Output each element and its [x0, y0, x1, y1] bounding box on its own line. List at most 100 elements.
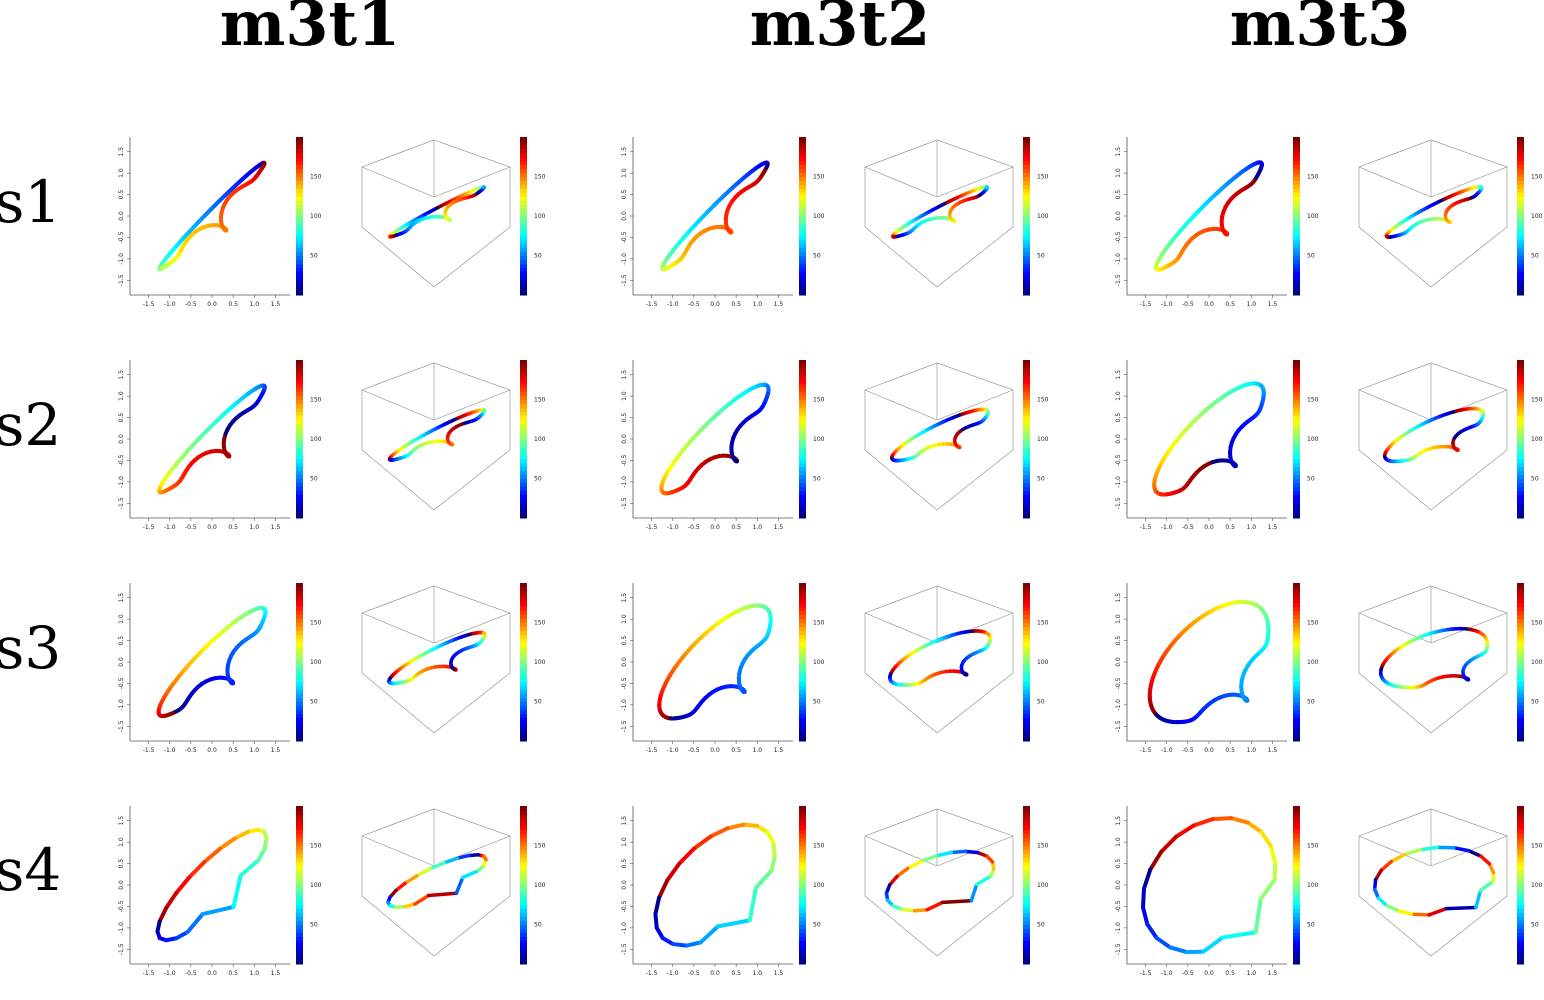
- colorbar-step: [1517, 474, 1524, 479]
- colorbar-step: [1293, 231, 1300, 237]
- colorbar-step: [296, 367, 303, 373]
- panel-2d: -1.5 -1.0 -0.5 0.0 0.5 1.0 1.5 -1.5 -1.0 -0.5 0.0 0…: [621, 137, 793, 308]
- colorbar-step: [1293, 279, 1300, 284]
- x-tick-label: 1.5: [1268, 301, 1278, 308]
- colorbar-label: 100: [1037, 882, 1049, 889]
- colorbar-label: 100: [1037, 213, 1049, 220]
- x-tick-label: 1.0: [753, 301, 763, 308]
- colorbar-step: [1293, 360, 1300, 365]
- panel-s4-m3t2: -1.5 -1.0 -0.5 0.0 0.5 1.0 1.5 -1.5 -1.0 -0.5 0.0 0…: [621, 806, 1049, 977]
- colorbar-step: [799, 956, 806, 961]
- colorbar-step: [1023, 419, 1030, 424]
- colorbar-step: [1293, 291, 1300, 296]
- y-tick-label: 0.5: [118, 636, 125, 646]
- colorbar-step: [1023, 454, 1030, 460]
- colorbar-step: [799, 239, 806, 245]
- colorbar-step: [1517, 212, 1524, 217]
- colorbar-step: [520, 255, 527, 260]
- colorbar-step: [296, 271, 303, 276]
- colorbar-step: [520, 176, 527, 181]
- x-tick-label: 1.5: [1268, 747, 1278, 754]
- colorbar-step: [1293, 610, 1300, 616]
- colorbar-label: 100: [534, 659, 546, 666]
- colorbar-2d: 50 100 150: [296, 360, 322, 519]
- colorbar-step: [1023, 892, 1030, 898]
- colorbar-label: 150: [1307, 843, 1319, 850]
- colorbar-step: [1293, 192, 1300, 197]
- panel-s3-m3t3: -1.5 -1.0 -0.5 0.0 0.5 1.0 1.5 -1.5 -1.0 -0.5 0.0 0…: [1115, 583, 1543, 754]
- colorbar-step: [1293, 685, 1300, 691]
- colorbar-step: [1517, 375, 1524, 381]
- colorbar-step: [520, 431, 527, 436]
- x-tick-label: 1.0: [753, 524, 763, 531]
- colorbar-step: [1293, 583, 1300, 588]
- colorbar-step: [1517, 462, 1524, 468]
- colorbar-step: [799, 658, 806, 663]
- colorbar-step: [520, 944, 527, 949]
- colorbar-3d: 50 100 150: [1517, 806, 1543, 965]
- colorbar-step: [1293, 697, 1300, 702]
- colorbar-step: [520, 705, 527, 710]
- y-tick-label: 0.0: [1115, 211, 1122, 221]
- colorbar-step: [520, 892, 527, 898]
- colorbar-step: [799, 817, 806, 823]
- curve-segment-3d: [1397, 909, 1417, 917]
- colorbar-step: [799, 216, 806, 221]
- colorbar-step: [520, 486, 527, 491]
- colorbar-step: [520, 638, 527, 643]
- curve-segment-3d: [1418, 845, 1439, 852]
- y-tick-label: -1.5: [118, 497, 125, 509]
- colorbar-step: [1293, 825, 1300, 831]
- curve-segment: [1174, 823, 1196, 839]
- colorbar-step: [1293, 594, 1300, 600]
- colorbar-step: [296, 403, 303, 408]
- colorbar-step: [799, 689, 806, 695]
- colorbar-step: [1023, 208, 1030, 213]
- x-tick-label: -0.5: [1182, 970, 1194, 977]
- colorbar-step: [296, 737, 303, 742]
- colorbar-step: [1023, 654, 1030, 659]
- colorbar-step: [520, 204, 527, 209]
- colorbar-step: [296, 148, 303, 154]
- x-tick-label: 1.5: [774, 524, 784, 531]
- colorbar-step: [1023, 450, 1030, 456]
- colorbar-3d: 50 100 150: [520, 806, 546, 965]
- colorbar-step: [1517, 877, 1524, 882]
- colorbar-label: 150: [1037, 397, 1049, 404]
- colorbar-step: [520, 283, 527, 288]
- colorbar-step: [1517, 681, 1524, 687]
- cube-frame: [1358, 585, 1508, 734]
- colorbar-step: [296, 474, 303, 479]
- colorbar-step: [520, 837, 527, 843]
- curve-segment: [232, 829, 250, 841]
- panel-3d: [1358, 139, 1508, 288]
- colorbar-step: [1517, 829, 1524, 835]
- colorbar-step: [1517, 291, 1524, 296]
- colorbar-step: [799, 713, 806, 718]
- colorbar-step: [296, 192, 303, 197]
- colorbar-step: [1023, 841, 1030, 846]
- colorbar-step: [1023, 829, 1030, 835]
- curve-segment: [164, 890, 179, 911]
- colorbar-step: [1023, 379, 1030, 385]
- colorbar-step: [1293, 494, 1300, 499]
- colorbar-step: [1023, 279, 1030, 284]
- colorbar-step: [1517, 160, 1524, 166]
- colorbar-step: [520, 717, 527, 722]
- y-tick-label: 0.0: [621, 211, 628, 221]
- colorbar-step: [1517, 283, 1524, 288]
- colorbar-step: [1517, 693, 1524, 699]
- colorbar-step: [1517, 602, 1524, 608]
- panel-2d: -1.5 -1.0 -0.5 0.0 0.5 1.0 1.5 -1.5 -1.0 -0.5 0.0 0…: [1115, 137, 1287, 308]
- colorbar-step: [520, 490, 527, 495]
- colorbar-step: [1517, 514, 1524, 519]
- colorbar-step: [1517, 255, 1524, 260]
- colorbar-step: [520, 650, 527, 655]
- colorbar-step: [296, 168, 303, 174]
- y-tick-label: -1.0: [118, 922, 125, 934]
- colorbar-step: [296, 583, 303, 588]
- colorbar-step: [1293, 646, 1300, 651]
- colorbar-step: [799, 510, 806, 515]
- colorbar-step: [520, 367, 527, 373]
- panel-3d: [864, 585, 1014, 734]
